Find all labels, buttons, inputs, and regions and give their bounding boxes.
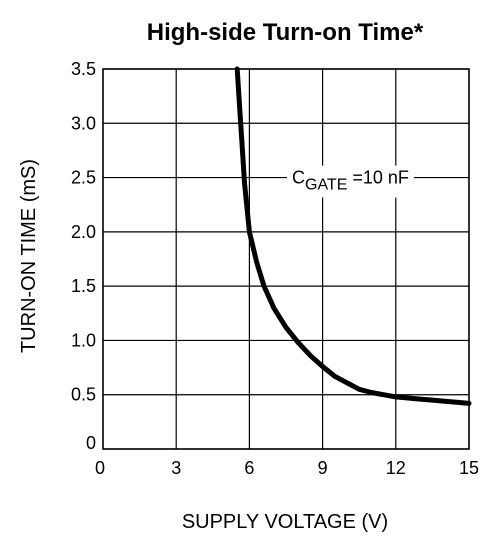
chart-title: High-side Turn-on Time* [147,19,424,46]
y-tick-label: 1.5 [71,276,96,296]
annotation-text: CGATE =10 nF [292,168,409,194]
y-tick-label: 3.5 [71,59,96,79]
x-tick-label: 9 [318,458,328,478]
x-tick-label: 12 [386,458,406,478]
y-tick-label: 0 [86,433,96,453]
cgate-annotation: CGATE =10 nF [287,165,414,198]
x-tick-label: 15 [459,458,479,478]
x-tick-label: 6 [244,458,254,478]
y-tick-labels: 0 0.5 1.0 1.5 2.0 2.5 3.0 3.5 [71,59,96,453]
x-tick-labels: 0 3 6 9 12 15 [95,458,479,478]
y-tick-label: 3.0 [71,113,96,133]
y-tick-label: 2.5 [71,168,96,188]
grid [102,68,470,450]
x-tick-label: 0 [95,458,105,478]
x-tick-label: 3 [171,458,181,478]
y-tick-label: 0.5 [71,385,96,405]
series-line [234,66,472,406]
y-axis-label: TURN-ON TIME (mS) [18,159,40,353]
x-axis-label: SUPPLY VOLTAGE (V) [182,511,388,533]
plot-frame [102,68,470,450]
y-tick-label: 1.0 [71,330,96,350]
annotation-background [287,165,414,198]
y-tick-label: 2.0 [71,222,96,242]
